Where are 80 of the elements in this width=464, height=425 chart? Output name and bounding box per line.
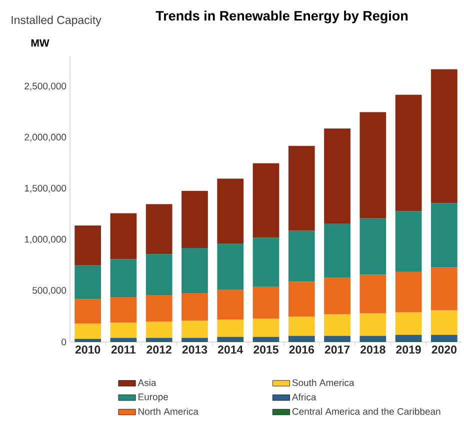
bar bbox=[360, 313, 386, 336]
bar bbox=[324, 314, 350, 336]
bar bbox=[182, 320, 208, 338]
bar bbox=[110, 338, 137, 341]
bar bbox=[252, 286, 280, 318]
bar bbox=[110, 213, 137, 260]
bar bbox=[217, 336, 244, 341]
bar bbox=[324, 224, 350, 278]
bar bbox=[288, 146, 315, 231]
bar bbox=[110, 259, 137, 298]
bar bbox=[182, 248, 208, 293]
x-tick-label: 2010 bbox=[75, 346, 100, 354]
bar bbox=[146, 295, 172, 322]
y-tick-label: 0 bbox=[62, 338, 66, 346]
legend-label: Asia bbox=[138, 379, 156, 386]
bar bbox=[430, 267, 458, 310]
bar bbox=[360, 218, 386, 275]
x-tick-label: 2011 bbox=[111, 346, 136, 354]
bar bbox=[360, 112, 386, 218]
bar bbox=[252, 238, 280, 287]
bar bbox=[182, 338, 208, 341]
bar bbox=[324, 128, 350, 224]
x-tick-label: 2012 bbox=[146, 346, 172, 354]
bar bbox=[430, 334, 458, 341]
bar bbox=[395, 272, 422, 312]
y-axis-title: Installed Capacity bbox=[12, 16, 102, 26]
bar bbox=[252, 318, 280, 337]
legend-label: Africa bbox=[292, 393, 316, 400]
bar bbox=[110, 322, 137, 338]
bar bbox=[430, 203, 458, 268]
bar bbox=[110, 297, 137, 323]
bar bbox=[74, 265, 102, 300]
bar bbox=[217, 290, 244, 320]
bar bbox=[288, 316, 315, 336]
x-tick-label: 2014 bbox=[218, 346, 244, 354]
text: MW bbox=[31, 39, 50, 47]
bar bbox=[182, 190, 208, 248]
legend-label: North America bbox=[138, 408, 198, 415]
y-tick-label: 1,500,000 bbox=[24, 184, 66, 193]
bar bbox=[360, 336, 386, 341]
legend-label: Europe bbox=[138, 394, 168, 402]
bar bbox=[288, 230, 315, 282]
bar bbox=[146, 254, 172, 296]
x-tick-label: 2016 bbox=[289, 346, 314, 354]
bar bbox=[74, 226, 102, 266]
bar bbox=[217, 320, 244, 337]
bar bbox=[146, 322, 172, 338]
bar bbox=[182, 292, 208, 321]
bar bbox=[324, 336, 350, 341]
x-tick-label: 2019 bbox=[396, 346, 421, 354]
y-tick-label: 2,500,000 bbox=[24, 82, 66, 91]
bar bbox=[217, 244, 244, 290]
bar bbox=[324, 278, 350, 314]
bar bbox=[288, 336, 315, 341]
bar bbox=[430, 310, 458, 335]
bar bbox=[395, 94, 422, 212]
bar bbox=[252, 163, 280, 238]
bar bbox=[395, 211, 422, 272]
bar bbox=[74, 299, 102, 324]
bar bbox=[74, 324, 102, 339]
x-tick-label: 2018 bbox=[360, 346, 386, 354]
x-tick-label: 2017 bbox=[324, 346, 350, 354]
y-tick-label: 1,000,000 bbox=[24, 236, 66, 244]
y-tick-label: 500,000 bbox=[32, 286, 66, 295]
x-tick-label: 2013 bbox=[182, 346, 208, 354]
x-tick-label: 2020 bbox=[432, 346, 456, 354]
bar bbox=[395, 312, 422, 335]
x-tick-label: 2015 bbox=[254, 346, 278, 354]
bar bbox=[395, 334, 422, 341]
bar bbox=[217, 178, 244, 244]
legend-label: South America bbox=[292, 379, 354, 386]
bar bbox=[288, 282, 315, 316]
bar bbox=[360, 274, 386, 314]
bar bbox=[252, 336, 280, 341]
legend-label: Central America and the Caribbean bbox=[292, 408, 440, 415]
bar bbox=[146, 204, 172, 254]
bar bbox=[146, 338, 172, 341]
y-tick-label: 2,000,000 bbox=[24, 134, 66, 142]
bar bbox=[430, 69, 458, 204]
chart-title: Trends in Renewable Energy by Region bbox=[156, 10, 408, 24]
